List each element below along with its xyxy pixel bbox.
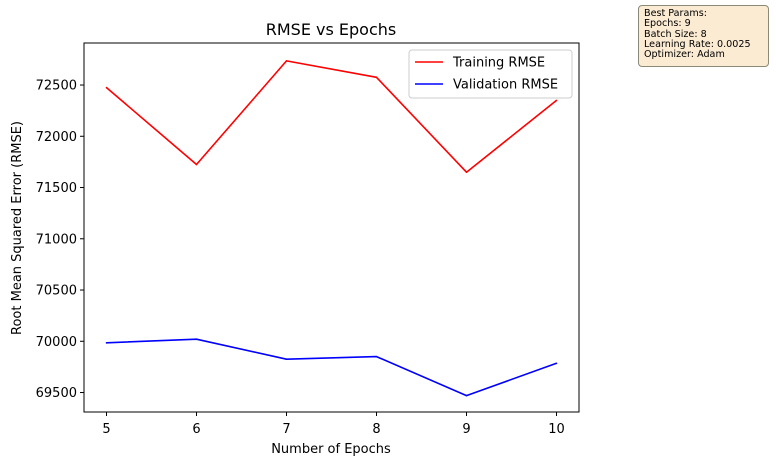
best-params-box: Best Params: Epochs: 9 Batch Size: 8 Lea…: [638, 5, 769, 67]
data-point: [285, 60, 288, 62]
y-tick-label: 70000: [36, 335, 77, 350]
data-point: [465, 394, 468, 397]
data-point: [105, 342, 108, 344]
chart-title: RMSE vs Epochs: [266, 20, 397, 39]
x-tick-label: 9: [462, 422, 470, 437]
legend-frame: [408, 49, 573, 99]
data-point: [555, 362, 558, 365]
legend-label: Validation RMSE: [453, 78, 558, 93]
plot-area: 69500 70000 70500 71000 71500 72000 72500 5 6 7 8 9…: [36, 42, 580, 437]
x-tick-label: 6: [192, 422, 200, 437]
series-line-training-rmse: [105, 60, 557, 173]
x-tick-label: 7: [282, 422, 290, 437]
legend-label: Training RMSE: [452, 56, 545, 71]
x-axis-label: Number of Epochs: [271, 442, 391, 457]
y-tick-label: 71000: [36, 232, 77, 247]
data-point: [105, 86, 108, 89]
x-tick-label: 5: [102, 422, 110, 437]
data-point: [375, 355, 378, 358]
data-point: [195, 163, 198, 166]
x-tick-label: 10: [548, 422, 565, 437]
data-point: [555, 99, 558, 102]
best-params-line: Epochs: 9: [644, 18, 691, 30]
y-tick-label: 71500: [36, 181, 77, 196]
data-point: [375, 76, 378, 79]
data-point: [465, 171, 468, 173]
y-tick-label: 70500: [36, 284, 77, 299]
best-params-line: Batch Size: 8: [644, 28, 707, 40]
series-line-validation-rmse: [106, 338, 557, 397]
data-point: [195, 338, 198, 341]
best-params-line: Learning Rate: 0.0025: [644, 38, 751, 50]
axes-frame: [83, 42, 580, 413]
y-tick-label: 69500: [36, 386, 77, 401]
y-tick-label: 72500: [36, 79, 77, 94]
y-tick-label: 72000: [36, 130, 77, 145]
best-params-line: Best Params:: [644, 8, 707, 19]
best-params-line: Optimizer: Adam: [644, 49, 725, 61]
y-axis-label: Root Mean Squared Error (RMSE): [10, 121, 25, 335]
data-point: [285, 358, 288, 361]
legend: Training RMSE Validation RMSE: [408, 49, 573, 99]
x-tick-label: 8: [372, 422, 380, 437]
